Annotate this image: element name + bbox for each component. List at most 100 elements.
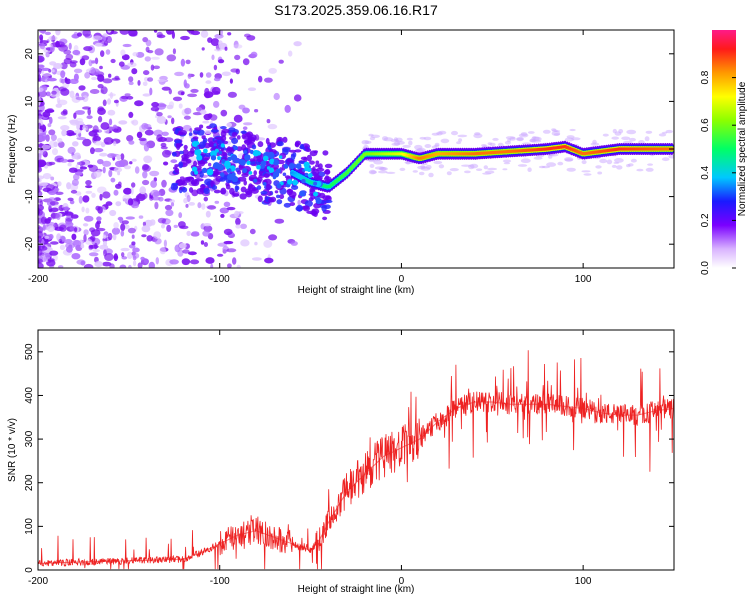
spectrogram-noise-blob [161,179,167,188]
spectrogram-ridge-point [253,178,258,183]
spectrogram-noise-blob [86,115,93,120]
spectrogram-noise-blob [107,98,111,105]
spectrogram-noise-blob [58,44,68,52]
spectrogram-noise-blob [38,175,45,180]
spectrogram-noise-blob [83,46,93,52]
spectrogram-halo-blob [527,167,532,172]
spectrogram-noise-blob [243,122,253,126]
spectrogram-cloud-blob [231,137,239,144]
spectrogram-halo-blob [606,159,613,165]
spectrogram-noise-blob [88,164,98,172]
spectrogram-halo-blob [629,137,636,142]
spectrogram-noise-blob [103,128,110,134]
spectrogram-noise-blob [97,159,104,165]
spectrogram-cloud-blob [200,184,206,189]
spectrogram-halo-blob [503,162,511,165]
snr-xtick-label: -200 [28,576,48,587]
spectrogram-noise-blob [181,258,191,266]
spectrogram-noise-blob [242,107,250,114]
spectrogram-noise-blob [71,154,78,160]
colorbar-tick-label: 0.6 [700,118,711,132]
spectrogram-noise-blob [242,126,248,130]
spectrogram-noise-blob [127,251,133,259]
spectrogram-noise-blob [47,123,52,128]
spectrogram-noise-blob [121,54,130,61]
spectrogram-noise-blob [200,240,205,245]
snr-frame [37,329,675,571]
spectrogram-noise-blob [131,241,136,246]
spectrogram-cloud-blob [251,144,257,150]
spectrogram-ridge-point [303,161,310,168]
spectrogram-halo-blob [645,130,653,134]
spectrogram-noise-blob [94,261,103,268]
spectrogram-ylabel: Frequency (Hz) [7,115,18,184]
spectrogram-cloud-blob [212,170,219,177]
spectrogram-noise-blob [149,194,154,201]
spectrogram-noise-blob [205,80,212,84]
spectrogram-cloud-blob [318,163,323,170]
spectrogram-halo-blob [636,168,644,172]
spectrogram-noise-blob [75,117,84,124]
spectrogram-noise-blob [177,249,184,257]
spectrogram-ridge-point [256,164,261,170]
spectrogram-noise-blob [48,161,56,166]
spectrogram-noise-blob [54,226,64,231]
spectrogram-ridge-point [349,166,354,170]
spectrogram-noise-blob [38,70,42,75]
spectrogram-noise-blob [202,230,210,237]
snr-xtick-label: -100 [210,576,230,587]
spectrogram-halo-blob [468,164,475,170]
spectrogram-noise-blob [69,90,75,99]
spectrogram-noise-blob [121,252,125,258]
spectrogram-noise-blob [70,214,79,219]
spectrogram-noise-blob [128,81,134,86]
spectrogram-noise-blob [70,189,78,194]
colorbar-label: Normalized spectral amplitude [737,81,748,216]
spectrogram-ridge-point [214,148,219,153]
spectrogram-noise-blob [156,115,167,124]
spectrogram-noise-blob [229,78,233,84]
spectrogram-cloud-blob [220,130,227,138]
spectrogram-noise-blob [218,59,225,64]
spectrogram-cloud-blob [268,197,275,203]
spectrogram-ridge-point [315,180,322,188]
spectrogram-halo-blob [668,154,674,159]
spectrogram-noise-blob [162,149,171,158]
spectrogram-cloud-blob [197,159,206,167]
spectrogram-noise-blob [57,181,62,187]
spectrogram-halo-blob [424,144,432,148]
spectrogram-cloud-blob [313,150,319,154]
spectrogram-noise-blob [49,250,59,256]
spectrogram-noise-blob [207,205,217,210]
spectrogram-noise-blob [132,252,140,259]
spectrogram-noise-blob [131,234,135,239]
snr-ytick-label: 300 [24,430,35,447]
spectrogram-halo-blob [599,158,608,164]
spectrogram-noise-blob [178,103,183,109]
spectrogram-noise-blob [49,116,53,124]
spectrogram-noise-blob [150,56,160,60]
spectrogram-ridge-point [194,148,202,156]
spectrogram-noise-blob [126,95,134,100]
spectrogram-cloud-blob [296,204,303,212]
spectrogram-noise-blob [240,239,250,247]
spectrogram-noise-blob [143,70,150,76]
spectrogram-noise-blob [163,161,169,166]
spectrogram-noise-blob [203,196,208,202]
spectrogram-noise-blob [56,212,61,220]
spectrogram-halo-blob [438,164,445,169]
spectrogram-noise-blob [100,122,110,130]
spectrogram-halo-blob [482,172,492,175]
spectrogram-noise-blob [128,140,135,145]
spectrogram-noise-blob [79,166,88,170]
spectrogram-noise-blob [142,171,148,179]
spectrogram-halo-blob [661,157,670,162]
spectrogram-noise-blob [236,211,244,215]
spectrogram-halo-blob [661,131,668,134]
spectrogram-noise-blob [268,234,278,241]
spectrogram-noise-blob [102,166,106,174]
spectrogram-halo-blob [476,168,483,171]
spectrogram-cloud-blob [263,173,270,179]
spectrogram-noise-blob [203,223,212,227]
spectrogram-ridge-point [242,168,248,174]
